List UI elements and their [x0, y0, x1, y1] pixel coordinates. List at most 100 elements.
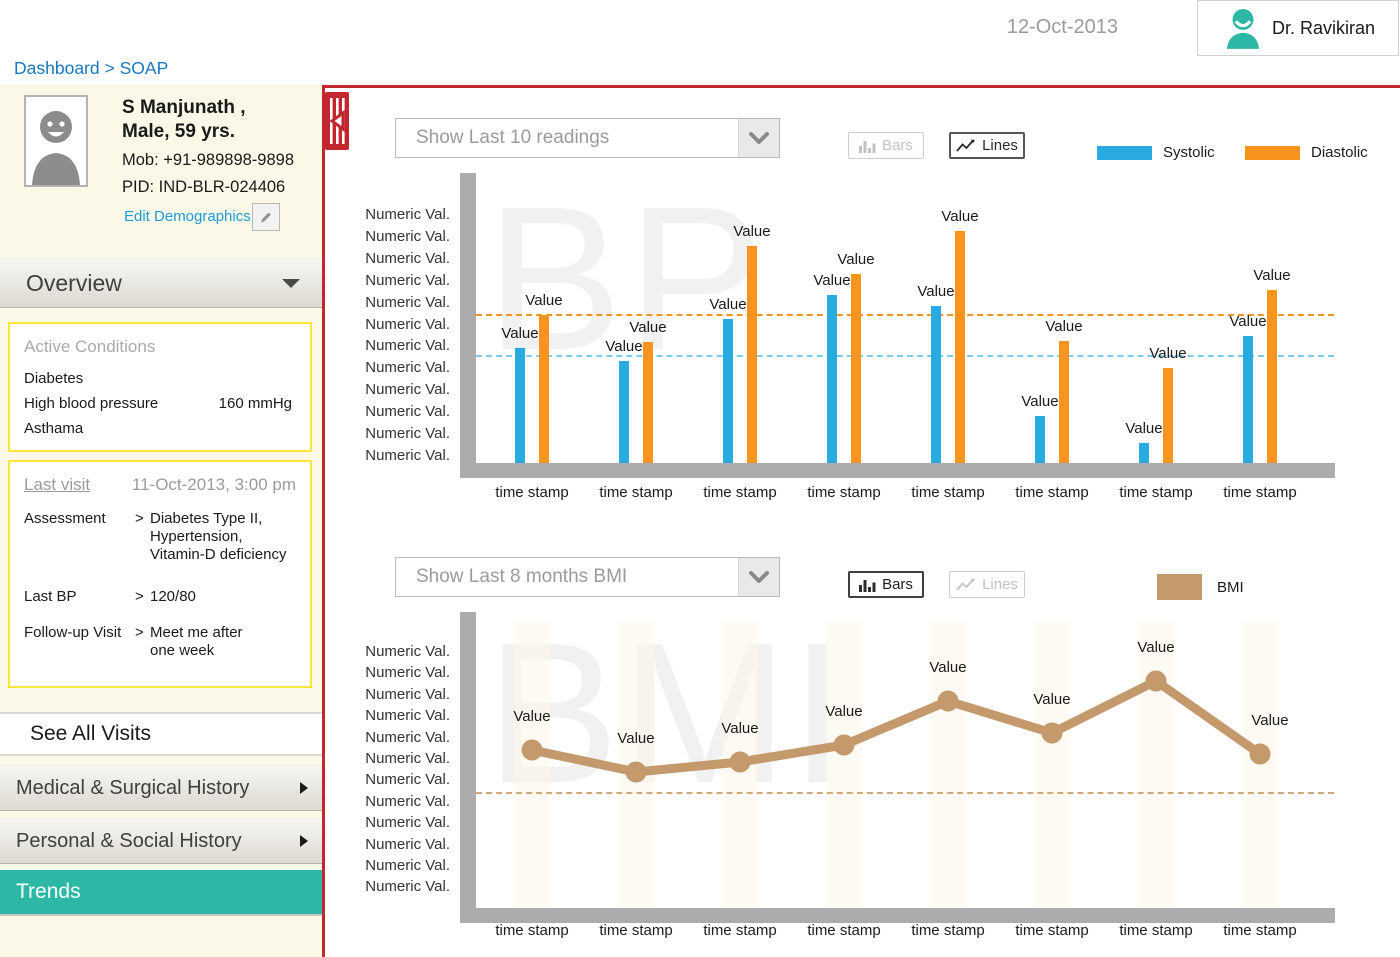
condition-name: Diabetes — [24, 370, 84, 387]
breadcrumb-item-dashboard[interactable]: Dashboard — [14, 58, 100, 78]
bp-y-tick-label: Numeric Val. — [365, 293, 450, 311]
bp-x-tick-label: time stamp — [495, 484, 569, 501]
patient-mobile: Mob: +91-989898-9898 — [122, 151, 295, 169]
bp-y-tick-label: Numeric Val. — [365, 249, 450, 267]
bp-x-tick-label: time stamp — [1223, 484, 1297, 501]
bp-x-tick-label: time stamp — [1119, 484, 1193, 501]
trends-button[interactable]: Trends — [0, 870, 322, 916]
chevron-down-icon — [282, 278, 300, 288]
bars-button-label: Bars — [882, 576, 913, 593]
bmi-lines-toggle-button[interactable]: Lines — [949, 571, 1025, 598]
visit-row-label: Last BP — [24, 588, 77, 605]
diastolic-bar — [747, 246, 757, 463]
systolic-bar — [1243, 336, 1253, 463]
bar-chart-icon — [859, 579, 876, 592]
bars-button-label: Bars — [882, 137, 913, 154]
trends-label: Trends — [16, 880, 81, 903]
bmi-ghost-column — [1034, 622, 1070, 908]
systolic-bar — [723, 319, 733, 463]
visit-row-value: Diabetes Type II, Hypertension, Vitamin-… — [150, 510, 287, 563]
patient-name-line2: Male, 59 yrs. — [122, 121, 236, 142]
bmi-x-tick-label: time stamp — [911, 922, 985, 939]
bp-lines-toggle-button[interactable]: Lines — [949, 132, 1025, 159]
header-date: 12-Oct-2013 — [1006, 16, 1118, 38]
systolic-bar — [619, 361, 629, 463]
bmi-data-point — [521, 739, 543, 761]
diastolic-bar — [955, 231, 965, 463]
active-conditions-box: Active Conditions Diabetes High blood pr… — [8, 322, 312, 452]
doctor-profile-card[interactable]: Dr. Ravikiran — [1197, 0, 1399, 56]
chevron-down-icon — [738, 119, 779, 157]
sidebar-collapse-handle[interactable] — [325, 92, 349, 150]
bar-value-label: Value — [605, 338, 643, 355]
bar-value-label: Value — [733, 223, 771, 240]
top-bar — [0, 0, 1400, 85]
bp-y-tick-label: Numeric Val. — [365, 337, 450, 355]
bar-value-label: Value — [1125, 420, 1163, 437]
bmi-data-point — [1145, 670, 1167, 692]
edit-demographics-link[interactable]: Edit Demographics — [124, 208, 251, 225]
last-visit-link[interactable]: Last visit — [24, 475, 91, 494]
bar-value-label: Value — [837, 251, 875, 268]
bar-value-label: Value — [917, 283, 955, 300]
bmi-y-axis — [460, 612, 476, 923]
point-value-label: Value — [721, 720, 759, 737]
last-visit-datetime: 11-Oct-2013, 3:00 pm — [131, 475, 296, 494]
chevron-right-icon — [300, 835, 308, 847]
bp-bars-toggle-button[interactable]: Bars — [848, 132, 924, 159]
see-all-visits-button[interactable]: See All Visits — [0, 712, 322, 756]
bar-value-label: Value — [629, 319, 667, 336]
condition-name: Asthama — [24, 420, 84, 437]
line-chart-icon — [956, 578, 976, 591]
breadcrumb-item-soap: SOAP — [119, 58, 169, 78]
bmi-legend-label: BMI — [1217, 579, 1244, 596]
bmi-ghost-column — [930, 622, 966, 908]
bp-x-tick-label: time stamp — [1015, 484, 1089, 501]
lines-button-label: Lines — [982, 576, 1018, 593]
bp-y-tick-label: Numeric Val. — [365, 446, 450, 464]
bmi-y-tick-label: Numeric Val. — [365, 835, 450, 853]
personal-social-history-button[interactable]: Personal & Social History — [0, 818, 322, 864]
bp-legend-diastolic-swatch — [1245, 146, 1300, 160]
visit-row-value: Meet me after one week — [150, 624, 243, 659]
bmi-x-tick-label: time stamp — [495, 922, 569, 939]
bp-x-axis — [460, 463, 1335, 478]
bp-legend-systolic-label: Systolic — [1163, 144, 1215, 161]
edit-demographics-button[interactable] — [252, 203, 280, 231]
bar-value-label: Value — [1149, 345, 1187, 362]
visit-row-label: Assessment — [24, 510, 106, 527]
diastolic-bar — [1059, 341, 1069, 463]
bmi-data-point — [729, 751, 751, 773]
bmi-y-tick-label: Numeric Val. — [365, 771, 450, 789]
bp-y-tick-label: Numeric Val. — [365, 271, 450, 289]
point-value-label: Value — [617, 730, 655, 747]
last-visit-box: Last visit 11-Oct-2013, 3:00 pm Assessme… — [8, 460, 312, 688]
bp-y-tick-label: Numeric Val. — [365, 227, 450, 245]
bmi-bars-toggle-button[interactable]: Bars — [848, 571, 924, 598]
breadcrumb-separator: > — [104, 58, 115, 78]
bmi-data-point — [625, 761, 647, 783]
bp-y-tick-label: Numeric Val. — [365, 425, 450, 442]
bp-watermark: BP — [486, 164, 768, 393]
bmi-ghost-column — [1242, 622, 1278, 908]
doctor-avatar-icon — [1224, 7, 1262, 49]
breadcrumb: Dashboard > SOAP — [14, 58, 168, 79]
bmi-x-tick-label: time stamp — [703, 922, 777, 939]
bp-range-select[interactable]: Show Last 10 readings — [395, 118, 780, 158]
bp-y-tick-label: Numeric Val. — [365, 206, 450, 223]
bmi-y-tick-label: Numeric Val. — [365, 685, 450, 703]
bmi-data-point — [937, 690, 959, 712]
bar-value-label: Value — [813, 272, 851, 289]
bmi-x-axis — [460, 908, 1335, 923]
bp-x-tick-label: time stamp — [703, 484, 777, 501]
diastolic-bar — [539, 315, 549, 463]
lines-button-label: Lines — [982, 137, 1018, 154]
bmi-x-tick-label: time stamp — [599, 922, 673, 939]
condition-row: Asthama — [10, 416, 310, 441]
diastolic-bar — [1267, 290, 1277, 463]
bar-value-label: Value — [709, 296, 747, 313]
medical-surgical-history-button[interactable]: Medical & Surgical History — [0, 765, 322, 811]
bmi-range-select[interactable]: Show Last 8 months BMI — [395, 557, 780, 597]
overview-section-header[interactable]: Overview — [0, 258, 322, 308]
